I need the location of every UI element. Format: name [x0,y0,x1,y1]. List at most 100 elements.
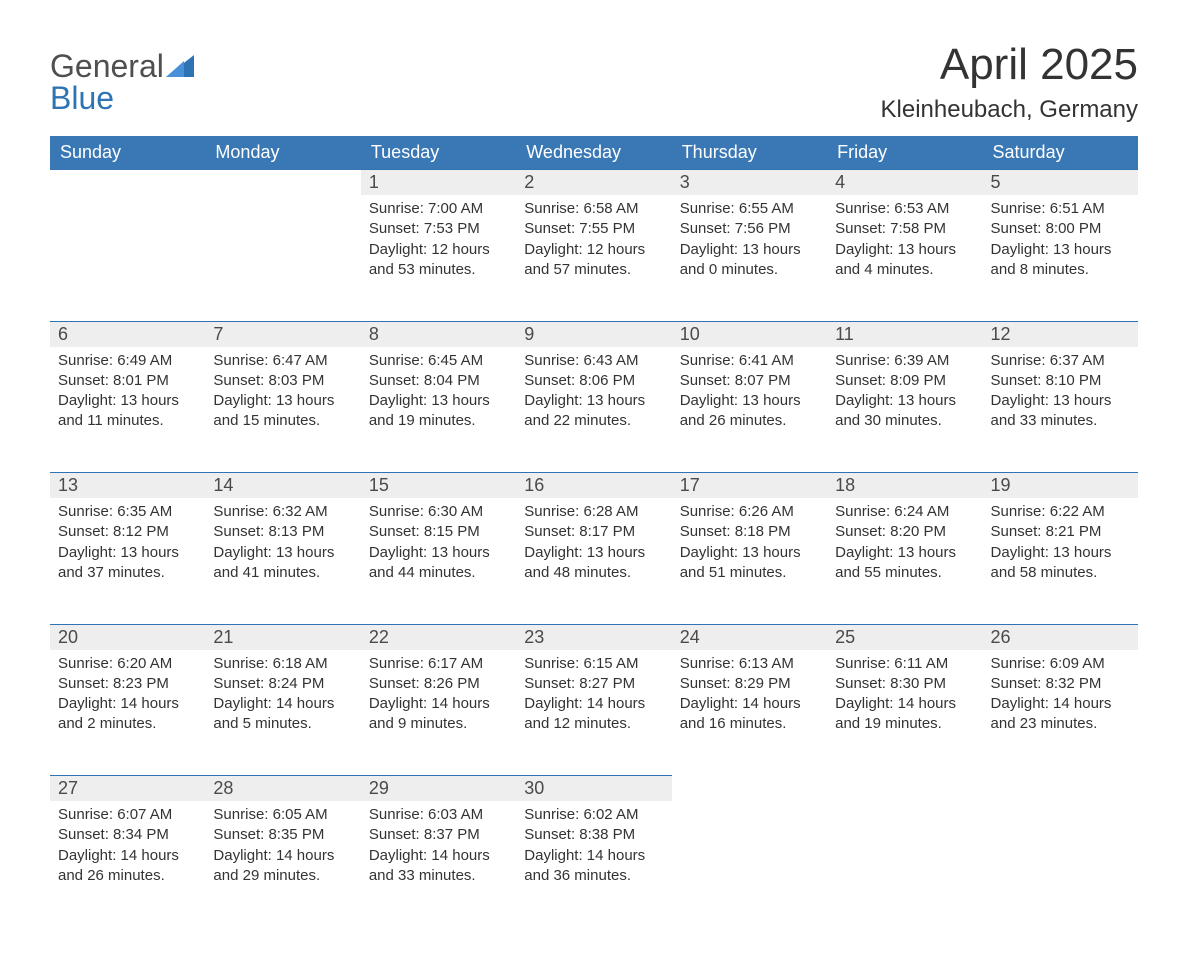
calendar-day-cell: Sunrise: 6:22 AMSunset: 8:21 PMDaylight:… [983,498,1138,624]
daylight-text: Daylight: 14 hours and 36 minutes. [524,846,663,887]
daylight-text: Daylight: 13 hours and 44 minutes. [369,543,508,584]
sunrise-text: Sunrise: 6:53 AM [835,199,974,219]
sunset-text: Sunset: 8:38 PM [524,825,663,845]
calendar-day-number: 19 [983,473,1138,499]
sunset-text: Sunset: 7:58 PM [835,219,974,239]
calendar-day-cell: Sunrise: 6:43 AMSunset: 8:06 PMDaylight:… [516,347,671,473]
sunset-text: Sunset: 8:10 PM [991,371,1130,391]
calendar-header-cell: Saturday [983,136,1138,170]
daylight-text: Daylight: 14 hours and 12 minutes. [524,694,663,735]
title-block: April 2025 Kleinheubach, Germany [881,40,1138,124]
calendar-header-cell: Sunday [50,136,205,170]
calendar-day-number: 5 [983,170,1138,196]
sunset-text: Sunset: 8:20 PM [835,522,974,542]
sunrise-text: Sunrise: 6:55 AM [680,199,819,219]
sunrise-text: Sunrise: 6:13 AM [680,654,819,674]
sunset-text: Sunset: 7:55 PM [524,219,663,239]
logo-sail-icon [166,55,194,77]
calendar-content-row: Sunrise: 6:07 AMSunset: 8:34 PMDaylight:… [50,801,1138,927]
calendar-table: SundayMondayTuesdayWednesdayThursdayFrid… [50,136,1138,927]
daylight-text: Daylight: 14 hours and 26 minutes. [58,846,197,887]
calendar-day-number: 24 [672,624,827,650]
sunrise-text: Sunrise: 6:35 AM [58,502,197,522]
calendar-day-number: 4 [827,170,982,196]
sunrise-text: Sunrise: 6:03 AM [369,805,508,825]
daylight-text: Daylight: 14 hours and 19 minutes. [835,694,974,735]
calendar-day-number: 12 [983,321,1138,347]
sunrise-text: Sunrise: 6:11 AM [835,654,974,674]
logo: General Blue [50,40,194,114]
calendar-day-number: 20 [50,624,205,650]
calendar-day-cell: Sunrise: 6:20 AMSunset: 8:23 PMDaylight:… [50,650,205,776]
sunrise-text: Sunrise: 6:02 AM [524,805,663,825]
sunset-text: Sunset: 8:37 PM [369,825,508,845]
title-month-year: April 2025 [881,40,1138,90]
sunrise-text: Sunrise: 6:28 AM [524,502,663,522]
daylight-text: Daylight: 14 hours and 2 minutes. [58,694,197,735]
calendar-header-cell: Monday [205,136,360,170]
daylight-text: Daylight: 14 hours and 33 minutes. [369,846,508,887]
calendar-day-cell: Sunrise: 6:30 AMSunset: 8:15 PMDaylight:… [361,498,516,624]
calendar-empty-daynum [983,776,1138,802]
calendar-day-cell: Sunrise: 6:24 AMSunset: 8:20 PMDaylight:… [827,498,982,624]
sunrise-text: Sunrise: 6:37 AM [991,351,1130,371]
daylight-text: Daylight: 13 hours and 4 minutes. [835,240,974,281]
calendar-day-cell: Sunrise: 6:05 AMSunset: 8:35 PMDaylight:… [205,801,360,927]
calendar-empty-daynum [827,776,982,802]
calendar-day-cell: Sunrise: 6:41 AMSunset: 8:07 PMDaylight:… [672,347,827,473]
sunrise-text: Sunrise: 6:45 AM [369,351,508,371]
calendar-day-number: 15 [361,473,516,499]
calendar-day-cell: Sunrise: 6:32 AMSunset: 8:13 PMDaylight:… [205,498,360,624]
sunrise-text: Sunrise: 6:07 AM [58,805,197,825]
calendar-day-cell: Sunrise: 6:58 AMSunset: 7:55 PMDaylight:… [516,195,671,321]
calendar-day-cell: Sunrise: 6:47 AMSunset: 8:03 PMDaylight:… [205,347,360,473]
calendar-content-row: Sunrise: 6:35 AMSunset: 8:12 PMDaylight:… [50,498,1138,624]
daylight-text: Daylight: 13 hours and 22 minutes. [524,391,663,432]
sunrise-text: Sunrise: 6:47 AM [213,351,352,371]
sunrise-text: Sunrise: 6:18 AM [213,654,352,674]
daylight-text: Daylight: 13 hours and 48 minutes. [524,543,663,584]
daylight-text: Daylight: 13 hours and 30 minutes. [835,391,974,432]
logo-text-general: General [50,48,164,84]
calendar-day-number: 17 [672,473,827,499]
calendar-daynum-row: 6789101112 [50,321,1138,347]
daylight-text: Daylight: 13 hours and 0 minutes. [680,240,819,281]
sunrise-text: Sunrise: 6:30 AM [369,502,508,522]
sunrise-text: Sunrise: 6:49 AM [58,351,197,371]
calendar-day-cell: Sunrise: 6:55 AMSunset: 7:56 PMDaylight:… [672,195,827,321]
calendar-day-number: 25 [827,624,982,650]
daylight-text: Daylight: 14 hours and 5 minutes. [213,694,352,735]
calendar-empty-cell [983,801,1138,927]
sunrise-text: Sunrise: 6:09 AM [991,654,1130,674]
calendar-day-cell: Sunrise: 6:07 AMSunset: 8:34 PMDaylight:… [50,801,205,927]
sunset-text: Sunset: 8:13 PM [213,522,352,542]
sunset-text: Sunset: 8:12 PM [58,522,197,542]
calendar-empty-cell [827,801,982,927]
calendar-day-cell: Sunrise: 6:13 AMSunset: 8:29 PMDaylight:… [672,650,827,776]
calendar-day-number: 7 [205,321,360,347]
calendar-day-cell: Sunrise: 6:02 AMSunset: 8:38 PMDaylight:… [516,801,671,927]
daylight-text: Daylight: 13 hours and 37 minutes. [58,543,197,584]
calendar-day-number: 11 [827,321,982,347]
logo-text-blue: Blue [50,80,114,116]
sunset-text: Sunset: 8:29 PM [680,674,819,694]
sunrise-text: Sunrise: 6:26 AM [680,502,819,522]
sunset-text: Sunset: 8:30 PM [835,674,974,694]
calendar-content-row: Sunrise: 6:20 AMSunset: 8:23 PMDaylight:… [50,650,1138,776]
calendar-day-cell: Sunrise: 6:09 AMSunset: 8:32 PMDaylight:… [983,650,1138,776]
calendar-day-number: 16 [516,473,671,499]
sunset-text: Sunset: 8:06 PM [524,371,663,391]
calendar-day-number: 8 [361,321,516,347]
calendar-day-cell: Sunrise: 6:28 AMSunset: 8:17 PMDaylight:… [516,498,671,624]
sunrise-text: Sunrise: 6:24 AM [835,502,974,522]
calendar-content-row: Sunrise: 6:49 AMSunset: 8:01 PM Daylight:… [50,347,1138,473]
calendar-empty-daynum [205,170,360,196]
sunset-text: Sunset: 7:56 PM [680,219,819,239]
calendar-content-row: Sunrise: 7:00 AMSunset: 7:53 PMDaylight:… [50,195,1138,321]
daylight-text: Daylight: 13 hours and 8 minutes. [991,240,1130,281]
calendar-daynum-row: 13141516171819 [50,473,1138,499]
calendar-day-cell: Sunrise: 6:26 AMSunset: 8:18 PMDaylight:… [672,498,827,624]
sunset-text: Sunset: 8:00 PM [991,219,1130,239]
calendar-day-cell: Sunrise: 7:00 AMSunset: 7:53 PMDaylight:… [361,195,516,321]
sunset-text: Sunset: 8:01 PM [58,371,197,391]
